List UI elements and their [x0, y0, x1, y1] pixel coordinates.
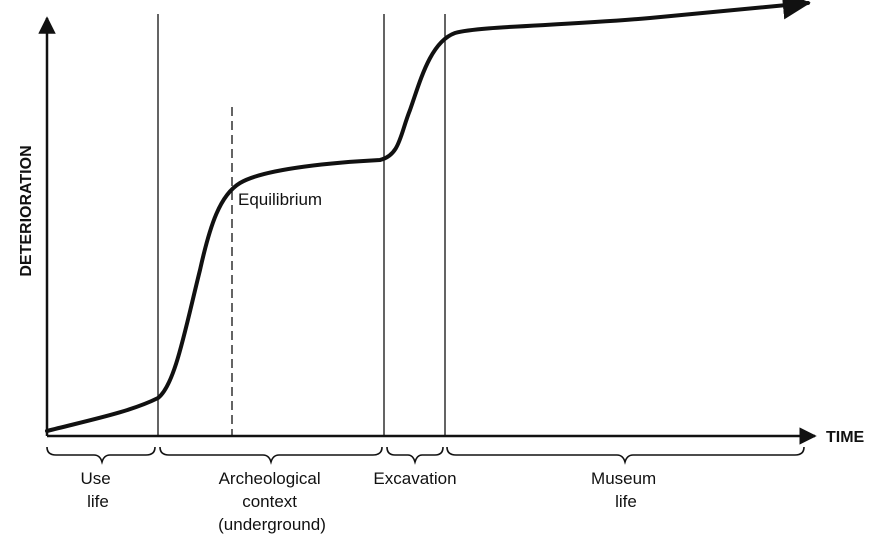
phase-label-use-life: Use life — [81, 469, 116, 511]
x-axis-label: TIME — [826, 429, 865, 446]
phase-label-archeological-context: Archeological context (underground) — [218, 469, 326, 534]
deterioration-curve — [45, 0, 811, 433]
brace-archeological-context — [159, 446, 383, 465]
brace-use-life — [46, 446, 156, 465]
phase-label-museum-life: Museum life — [591, 469, 661, 511]
equilibrium-label: Equilibrium — [238, 190, 322, 209]
brace-excavation — [386, 446, 444, 465]
phase-label-excavation: Excavation — [373, 469, 456, 488]
y-axis-label: DETERIORATION — [18, 145, 35, 276]
brace-museum-life — [446, 446, 805, 465]
